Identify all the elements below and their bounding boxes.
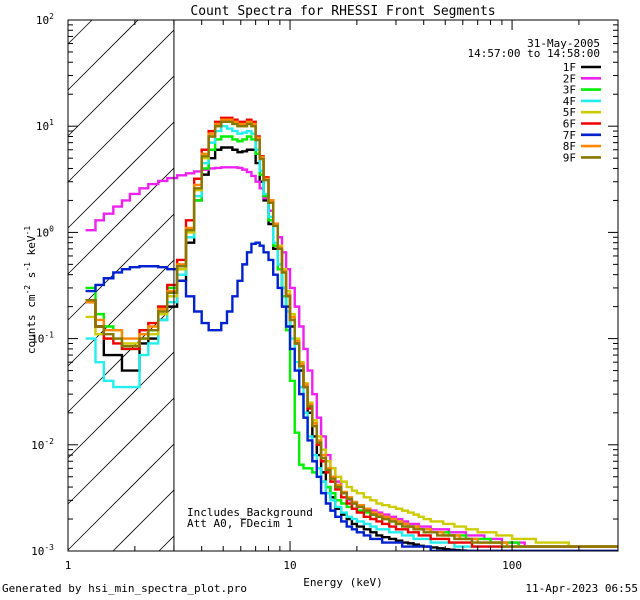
footer-generated-by: Generated by hsi_min_spectra_plot.pro (2, 582, 248, 595)
series-3f-line (85, 135, 618, 548)
footer-timestamp: 11-Apr-2023 06:55 (525, 582, 638, 595)
x-tick-label: 100 (502, 559, 522, 572)
hatch-line (67, 29, 175, 137)
x-axis-label: Energy (keV) (303, 576, 382, 589)
series-6f-line (85, 116, 618, 548)
chart-title: Count Spectra for RHESSI Front Segments (190, 4, 495, 19)
hatched-excluded-region (67, 19, 175, 552)
series-7f-line (85, 241, 618, 551)
legend-label-7f: 7F (563, 129, 576, 142)
series-9f-line (85, 120, 618, 548)
y-tick-label: 100 (36, 224, 54, 239)
hatch-line (67, 19, 93, 45)
legend-label-6f: 6F (563, 118, 576, 131)
hatch-line (67, 167, 175, 275)
axis-ticks (67, 20, 619, 552)
series-4f-line (85, 125, 618, 548)
hatch-line (67, 19, 139, 91)
x-tick-label: 10 (283, 559, 296, 572)
plot-frame (67, 19, 619, 552)
hatch-line (67, 259, 175, 367)
y-tick-label: 101 (36, 118, 54, 133)
hatch-line (67, 121, 175, 229)
y-tick-label: 10-1 (31, 331, 54, 346)
legend-label-9f: 9F (563, 151, 576, 164)
annotation-background: Includes_Background (187, 506, 313, 519)
hatch-line (67, 75, 175, 183)
hatch-line (158, 535, 175, 552)
legend-label-1f: 1F (563, 61, 576, 74)
hatch-line (67, 397, 175, 505)
y-tick-label: 10-2 (31, 437, 54, 452)
y-axis-label: counts cm-2 s-1 keV-1 (23, 226, 38, 354)
x-tick-label: 1 (65, 559, 72, 572)
series-5f-line (85, 120, 618, 548)
annotation-attenuator: Att A0, FDecim 1 (187, 517, 293, 530)
observation-date: 31-May-2005 (527, 37, 600, 50)
hatch-line (67, 443, 175, 551)
y-tick-label: 10-3 (31, 543, 54, 558)
time-range: 14:57:00 to 14:58:00 (468, 47, 600, 60)
legend-label-2f: 2F (563, 72, 576, 85)
legend-label-8f: 8F (563, 140, 576, 153)
legend-label-5f: 5F (563, 106, 576, 119)
y-tick-label: 102 (36, 12, 54, 27)
hatch-line (112, 489, 175, 552)
legend-label-4f: 4F (563, 95, 576, 108)
legend-label-3f: 3F (563, 84, 576, 97)
series-8f-line (85, 118, 618, 548)
hatch-line (67, 351, 175, 459)
